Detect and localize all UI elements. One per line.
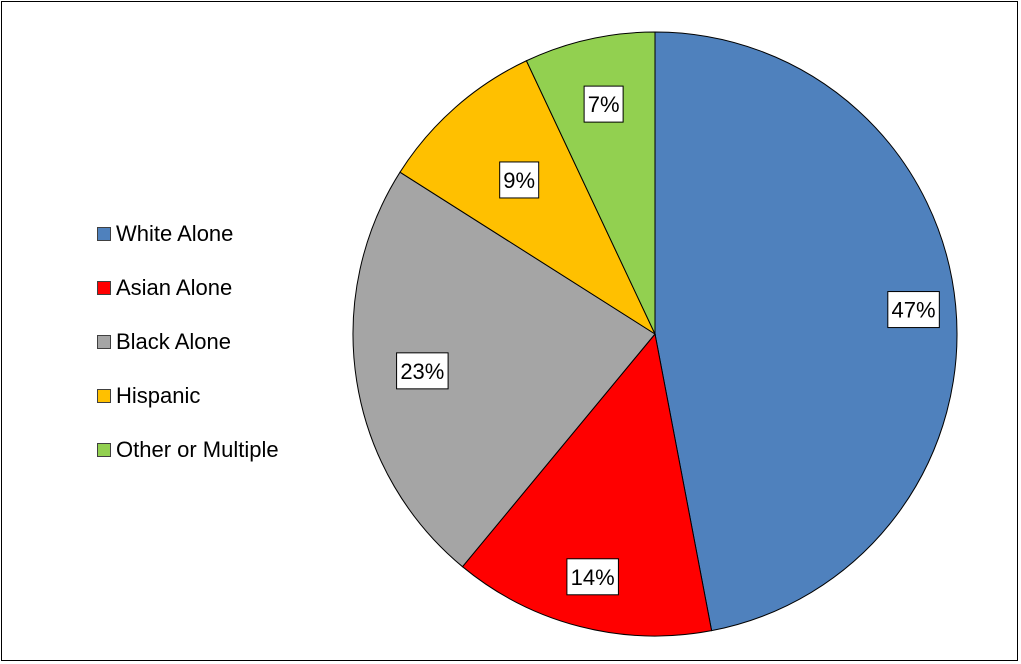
legend-item-black-alone: Black Alone [97,315,279,369]
legend-swatch [97,443,111,457]
legend-item-hispanic: Hispanic [97,369,279,423]
legend-item-asian-alone: Asian Alone [97,261,279,315]
legend-label: White Alone [116,221,234,246]
pie-slices [352,31,958,637]
legend-item-white-alone: White Alone [97,207,279,261]
legend-swatch [97,227,111,241]
data-label-white-alone: 47% [887,291,940,329]
legend-label: Black Alone [116,329,231,354]
data-label-box [583,85,624,123]
data-label-text: 14% [571,565,615,590]
legend-label: Other or Multiple [116,437,279,462]
legend-swatch [97,281,111,295]
pie-slice-asian-alone [461,332,713,637]
legend-label: Asian Alone [116,275,233,300]
data-label-black-alone: 23% [396,352,449,390]
data-label-text: 47% [892,298,936,323]
pie-data-labels: 47% 14% 23% 9% 7% [396,85,940,596]
data-label-hispanic: 9% [499,161,540,199]
data-label-text: 7% [588,92,620,117]
data-label-asian-alone: 14% [566,558,619,596]
data-label-box [499,161,540,199]
data-label-other-or-multiple: 7% [583,85,624,123]
data-label-box [396,352,449,390]
pie-slice-white-alone [654,31,958,632]
legend: White Alone Asian Alone Black Alone Hispani… [97,207,279,477]
legend-swatch [97,389,111,403]
pie-slice-black-alone [352,171,656,568]
legend-label: Hispanic [116,383,201,408]
data-label-box [887,291,940,329]
data-label-box [566,558,619,596]
legend-swatch [97,335,111,349]
legend-item-other-or-multiple: Other or Multiple [97,423,279,477]
data-label-text: 23% [400,359,444,384]
data-label-text: 9% [503,168,535,193]
